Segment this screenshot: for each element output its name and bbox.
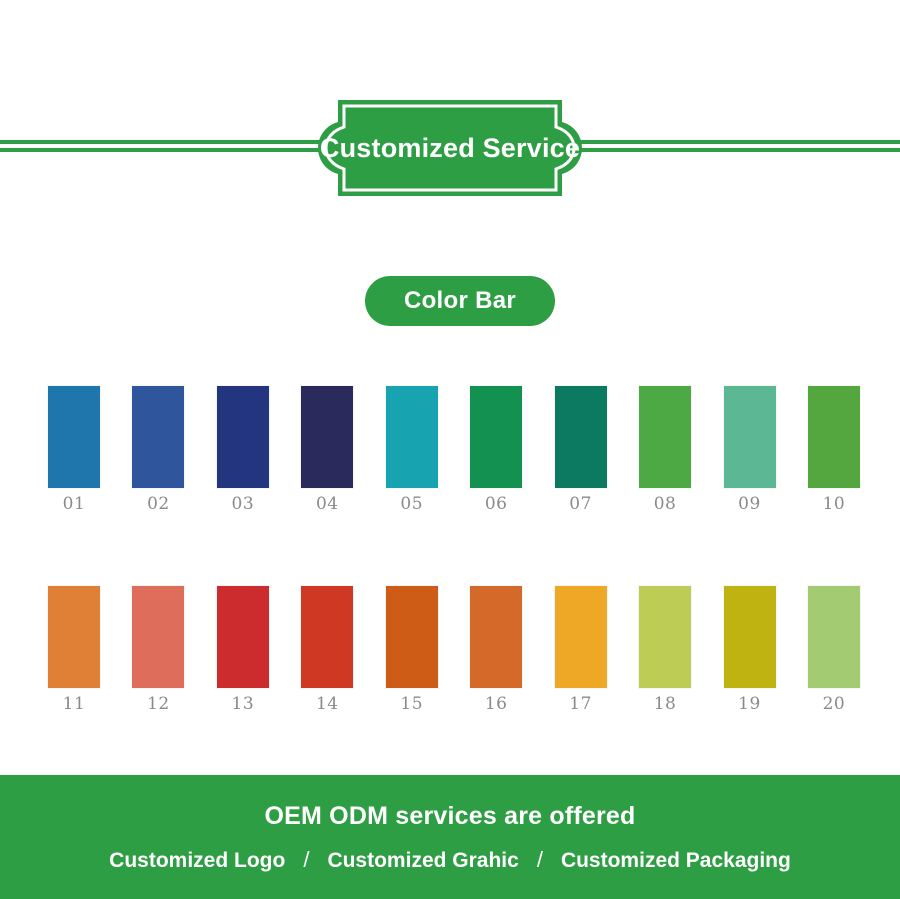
color-swatch-chip[interactable]	[723, 586, 776, 688]
color-swatch-chip[interactable]	[132, 586, 185, 688]
color-swatch-label: 16	[484, 694, 508, 714]
color-swatch-label: 04	[315, 494, 339, 514]
color-swatch-chip[interactable]	[301, 586, 354, 688]
color-swatch-chip[interactable]	[385, 586, 438, 688]
color-swatch-label: 14	[315, 694, 339, 714]
footer-service-item: Customized Packaging	[560, 848, 791, 872]
footer-headline: OEM ODM services are offered	[264, 801, 636, 830]
color-swatch[interactable]: 08	[639, 386, 692, 526]
color-swatch-label: 15	[400, 694, 424, 714]
color-swatch-label: 20	[822, 694, 846, 714]
color-swatch[interactable]: 11	[48, 586, 100, 726]
color-swatch[interactable]: 19	[723, 586, 776, 726]
color-swatch[interactable]: 03	[216, 386, 269, 526]
color-swatch-chip[interactable]	[470, 586, 523, 688]
footer-services-list: Customized Logo / Customized Grahic / Custom…	[109, 847, 791, 873]
color-swatch-chip[interactable]	[385, 386, 438, 488]
color-swatch-chip[interactable]	[723, 386, 776, 488]
color-swatch-chip[interactable]	[554, 386, 607, 488]
swatch-row-2: 11 12 13 14 15 16 17 18 19 20	[48, 586, 860, 726]
color-swatch-label: 08	[653, 494, 677, 514]
color-swatch[interactable]: 06	[470, 386, 523, 526]
color-swatch-label: 13	[231, 694, 255, 714]
color-swatch-chip[interactable]	[807, 586, 860, 688]
color-swatch-chip[interactable]	[216, 586, 269, 688]
color-swatch[interactable]: 01	[48, 386, 100, 526]
color-swatch[interactable]: 16	[470, 586, 523, 726]
color-swatch-chip[interactable]	[301, 386, 354, 488]
color-swatch-label: 10	[822, 494, 846, 514]
color-swatch[interactable]: 14	[301, 586, 354, 726]
color-swatch-chip[interactable]	[639, 386, 692, 488]
page-title: Customized Service	[319, 132, 581, 163]
color-swatch-label: 02	[147, 494, 170, 514]
swatch-row-1: 01 02 03 04 05 06 07 08 09 10	[48, 386, 860, 526]
color-swatch[interactable]: 18	[639, 586, 692, 726]
footer-banner: OEM ODM services are offered Customized …	[0, 775, 900, 899]
color-bar-pill: Color Bar	[365, 276, 555, 326]
color-swatch-chip[interactable]	[48, 386, 100, 488]
color-swatch-label: 18	[653, 694, 677, 714]
color-swatch[interactable]: 07	[554, 386, 607, 526]
footer-separator: /	[303, 846, 310, 872]
header-banner: Customized Service	[0, 0, 900, 250]
color-swatch-label: 11	[62, 694, 86, 714]
header-plaque-shape	[318, 100, 582, 196]
color-swatch-chip[interactable]	[554, 586, 607, 688]
color-swatch[interactable]: 09	[723, 386, 776, 526]
footer-service-item: Customized Logo	[109, 848, 286, 872]
color-swatch[interactable]: 20	[807, 586, 860, 726]
color-swatch[interactable]: 17	[554, 586, 607, 726]
color-swatch-label: 09	[738, 494, 761, 514]
color-swatch[interactable]: 15	[385, 586, 438, 726]
color-swatch-label: 07	[569, 494, 592, 514]
color-swatch[interactable]: 05	[385, 386, 438, 526]
color-swatch-chip[interactable]	[470, 386, 523, 488]
color-swatch-chip[interactable]	[132, 386, 185, 488]
color-swatch-chip[interactable]	[216, 386, 269, 488]
color-swatch[interactable]: 13	[216, 586, 269, 726]
color-swatch[interactable]: 02	[132, 386, 185, 526]
color-swatch-label: 06	[484, 494, 508, 514]
color-swatch-chip[interactable]	[807, 386, 860, 488]
color-swatch-label: 03	[231, 494, 255, 514]
color-swatch-label: 19	[738, 694, 761, 714]
color-swatch-chip[interactable]	[48, 586, 100, 688]
color-swatch[interactable]: 04	[301, 386, 354, 526]
footer-service-item: Customized Grahic	[327, 848, 519, 872]
color-swatch[interactable]: 10	[807, 386, 860, 526]
color-swatch-chip[interactable]	[639, 586, 692, 688]
color-swatch-label: 01	[62, 494, 86, 514]
color-bar-pill-label: Color Bar	[403, 287, 517, 314]
color-swatch-label: 12	[147, 694, 170, 714]
color-swatch-label: 17	[569, 694, 592, 714]
color-swatch[interactable]: 12	[132, 586, 185, 726]
footer-separator: /	[536, 846, 543, 872]
color-swatch-label: 05	[400, 494, 424, 514]
